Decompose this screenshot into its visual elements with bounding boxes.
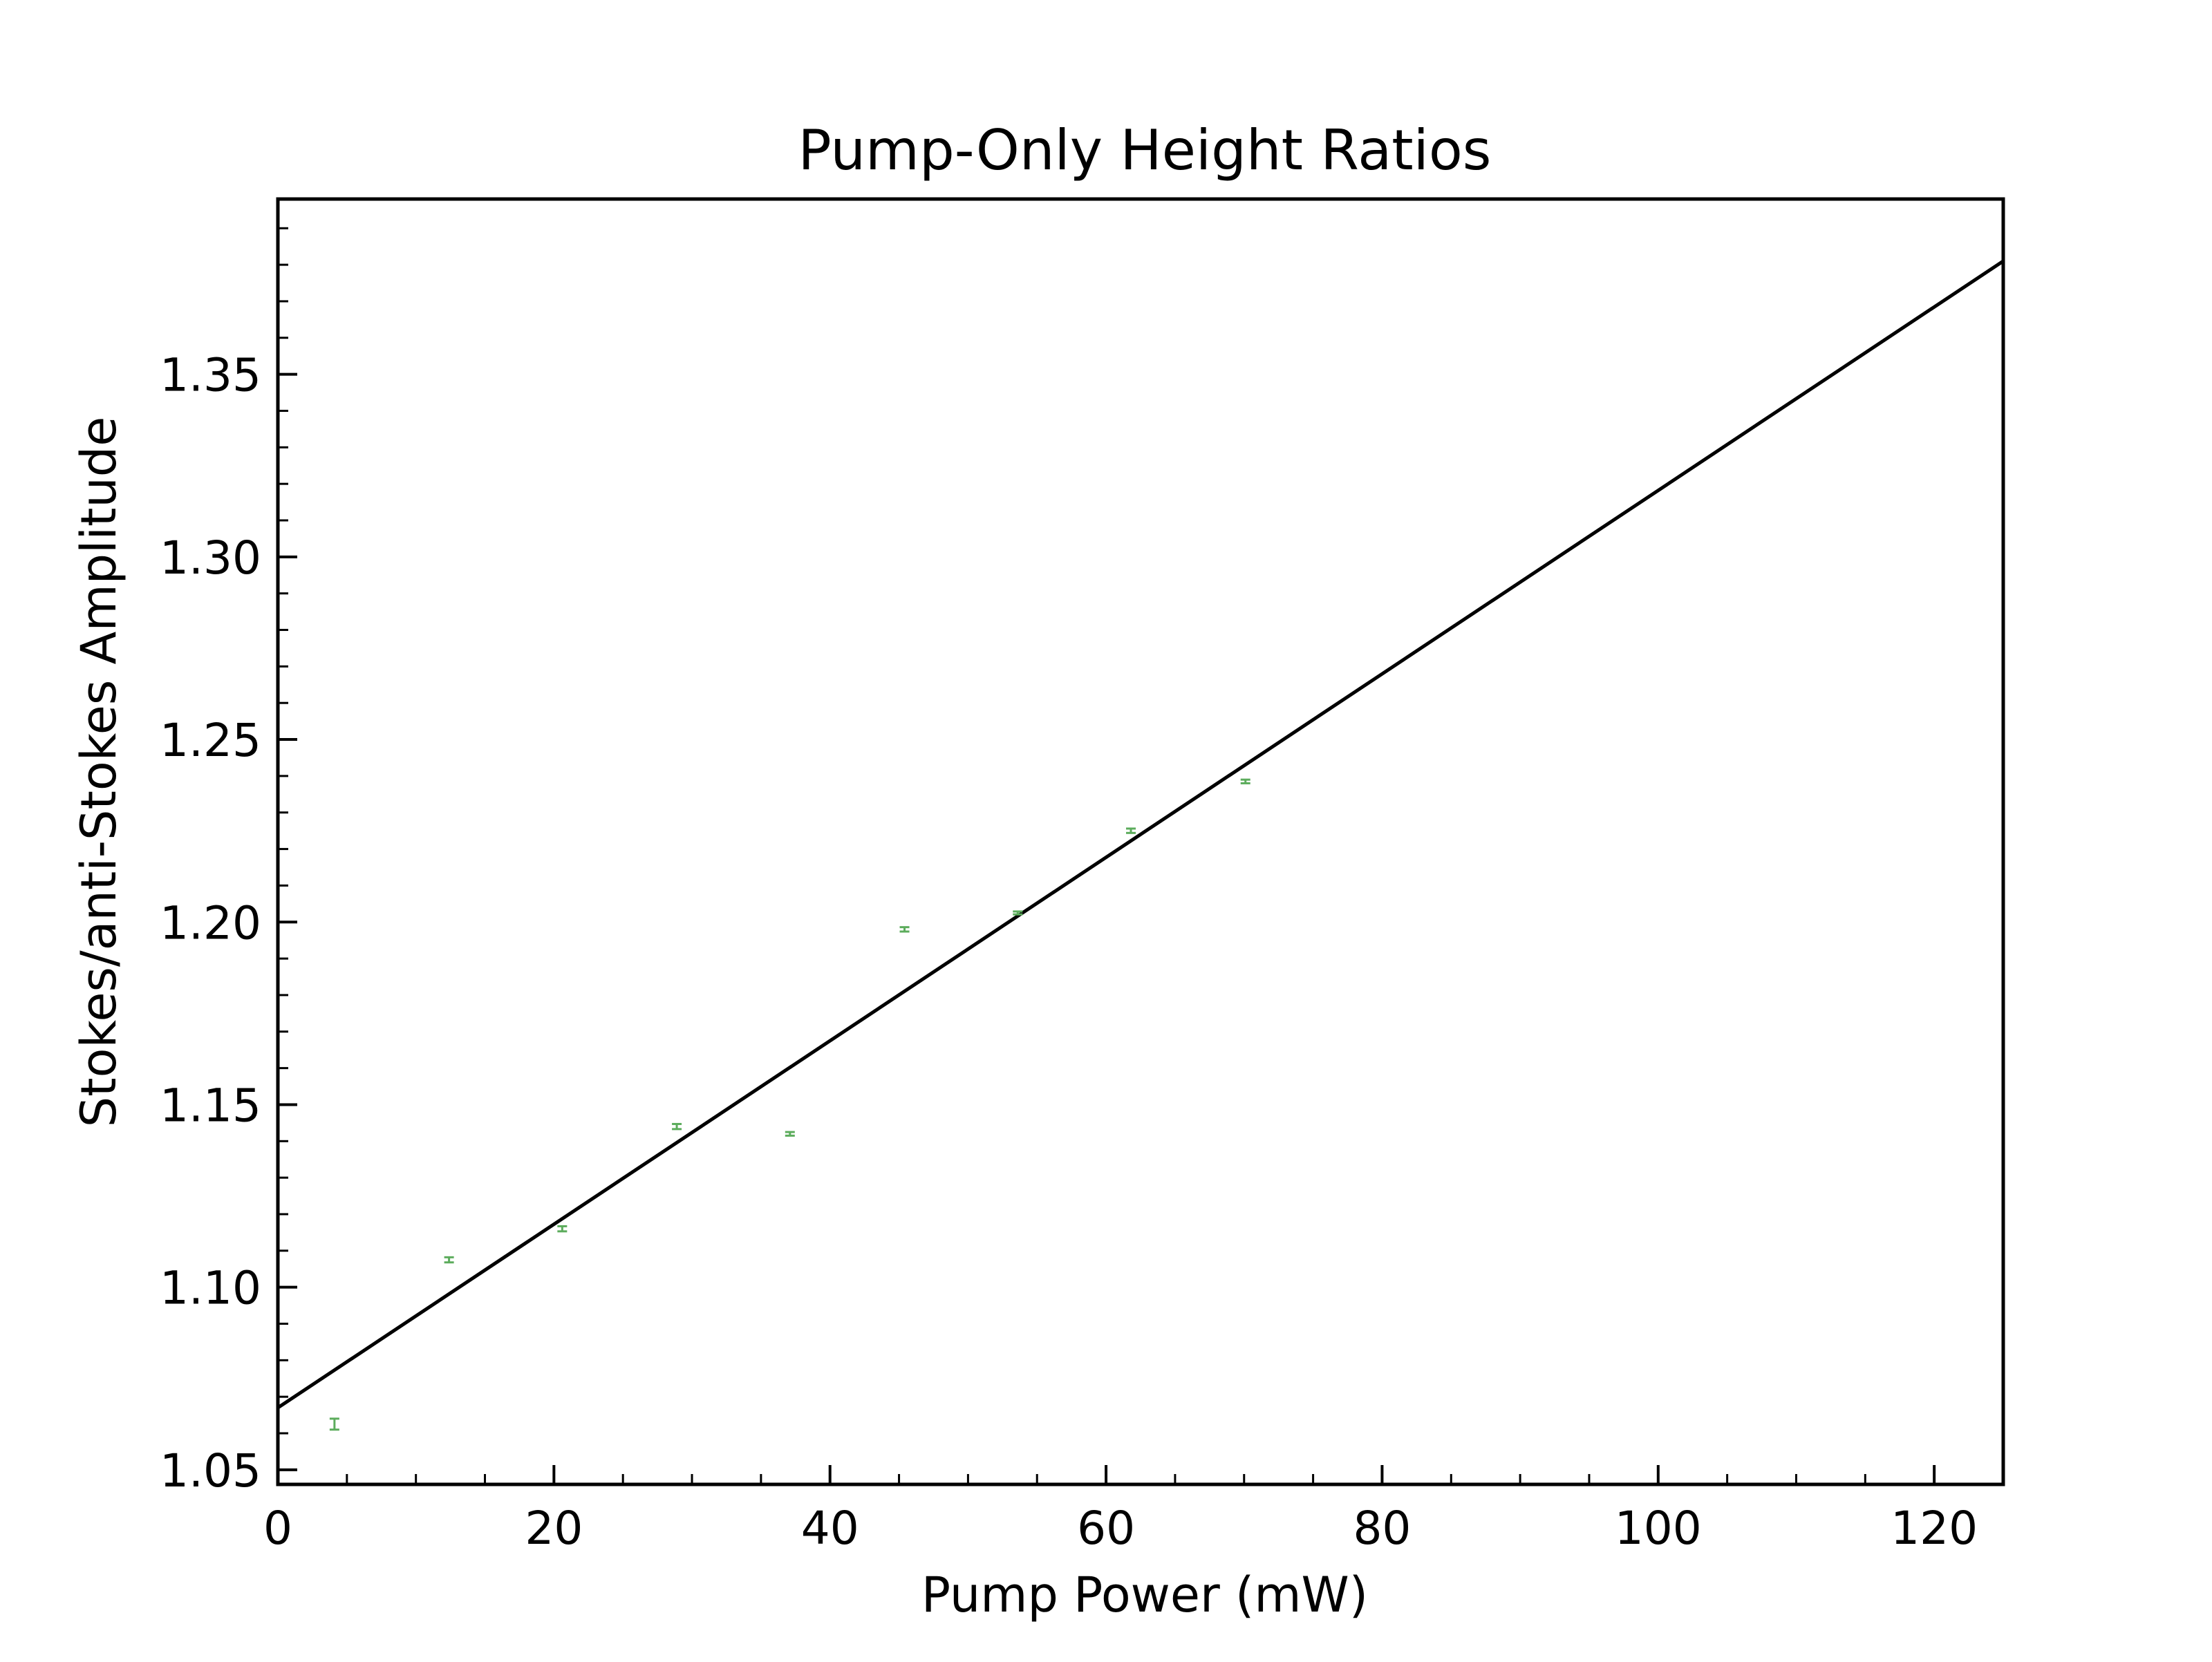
plot-area: 0 20 40 60 80 100 120 1.05 1.10 1.15 1.20 1.25 1.30 1…: [160, 197, 2005, 1555]
x-tick-label: 100: [1615, 1502, 1702, 1555]
data-point: [1013, 910, 1023, 916]
x-tick-label: 120: [1891, 1502, 1978, 1555]
y-axis-label: Stokes/anti-Stokes Amplitude: [71, 417, 127, 1128]
x-tick-label: 40: [801, 1502, 859, 1555]
fit-line: [278, 259, 2003, 1410]
y-tick-label: 1.25: [160, 714, 261, 767]
plot-frame: [276, 197, 2005, 1486]
data-point: [672, 1122, 682, 1131]
data-point: [329, 1417, 339, 1431]
y-tick-label: 1.30: [160, 531, 261, 585]
y-tick-label: 1.05: [160, 1444, 261, 1498]
x-tick-label: 80: [1353, 1502, 1411, 1555]
y-tick-label: 1.20: [160, 896, 261, 950]
y-tick-label: 1.10: [160, 1262, 261, 1315]
x-tick-label: 20: [525, 1502, 583, 1555]
data-point: [899, 926, 910, 933]
plot-contents: [278, 259, 2003, 1431]
data-point: [557, 1225, 568, 1233]
data-point: [785, 1131, 795, 1137]
x-axis-label: Pump Power (mW): [921, 1567, 1368, 1623]
x-tick-label: 0: [263, 1502, 292, 1555]
data-point: [1126, 827, 1136, 834]
x-tick-label: 60: [1077, 1502, 1135, 1555]
data-point: [1240, 778, 1250, 784]
y-tick-label: 1.35: [160, 349, 261, 402]
data-point: [444, 1256, 454, 1264]
chart-title: Pump-Only Height Ratios: [798, 118, 1492, 182]
y-tick-label: 1.15: [160, 1079, 261, 1132]
